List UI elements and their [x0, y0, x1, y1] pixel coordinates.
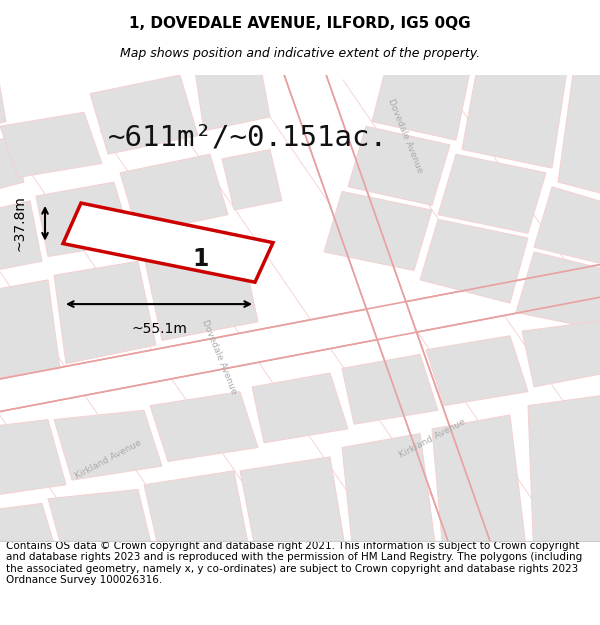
Polygon shape [0, 136, 24, 196]
Polygon shape [432, 415, 528, 564]
Text: ~611m²/~0.151ac.: ~611m²/~0.151ac. [108, 124, 388, 152]
Polygon shape [426, 336, 528, 406]
Polygon shape [438, 154, 546, 233]
Polygon shape [144, 471, 252, 564]
Polygon shape [54, 261, 156, 364]
Polygon shape [252, 373, 348, 443]
Polygon shape [324, 191, 432, 271]
Polygon shape [420, 219, 528, 303]
Polygon shape [144, 238, 258, 341]
Polygon shape [348, 126, 450, 206]
Polygon shape [192, 52, 270, 131]
Text: ~37.8m: ~37.8m [13, 196, 27, 251]
Polygon shape [36, 182, 132, 257]
Polygon shape [48, 489, 156, 564]
Polygon shape [558, 52, 600, 201]
Text: ~55.1m: ~55.1m [131, 322, 187, 336]
Polygon shape [120, 154, 228, 233]
Text: Kirkland Avenue: Kirkland Avenue [397, 417, 467, 459]
Polygon shape [150, 392, 258, 461]
Polygon shape [534, 187, 600, 271]
Text: Map shows position and indicative extent of the property.: Map shows position and indicative extent… [120, 46, 480, 59]
Polygon shape [342, 354, 438, 424]
Polygon shape [63, 203, 273, 282]
Text: Dovedale Avenue: Dovedale Avenue [386, 97, 424, 174]
Polygon shape [372, 52, 474, 140]
Polygon shape [0, 52, 6, 131]
Polygon shape [90, 75, 198, 154]
Polygon shape [516, 252, 600, 336]
Text: 1: 1 [193, 247, 209, 271]
Polygon shape [0, 201, 42, 275]
Polygon shape [54, 410, 162, 480]
Polygon shape [0, 112, 102, 178]
Polygon shape [222, 149, 282, 210]
Polygon shape [276, 52, 498, 564]
Text: Kirkland Avenue: Kirkland Avenue [73, 438, 143, 481]
Text: 1, DOVEDALE AVENUE, ILFORD, IG5 0QG: 1, DOVEDALE AVENUE, ILFORD, IG5 0QG [129, 16, 471, 31]
Polygon shape [0, 259, 600, 418]
Polygon shape [342, 434, 438, 564]
Polygon shape [462, 52, 570, 168]
Text: Contains OS data © Crown copyright and database right 2021. This information is : Contains OS data © Crown copyright and d… [6, 541, 582, 586]
Polygon shape [522, 317, 600, 387]
Polygon shape [0, 419, 66, 499]
Polygon shape [528, 392, 600, 564]
Text: Dovedale Avenue: Dovedale Avenue [200, 318, 238, 395]
Polygon shape [0, 503, 60, 564]
Polygon shape [240, 457, 348, 564]
Polygon shape [0, 280, 60, 382]
